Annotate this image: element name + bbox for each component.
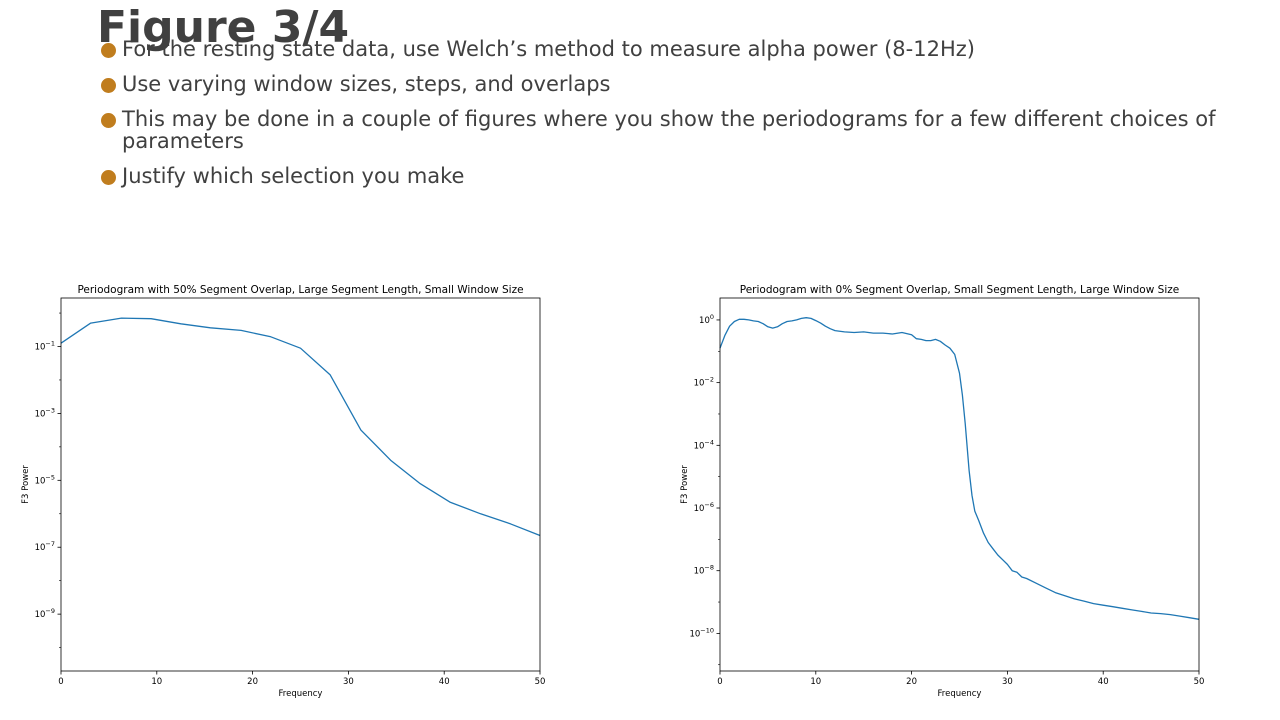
bullet-dot-icon xyxy=(101,170,116,185)
bullet-item: Justify which selection you make xyxy=(100,165,1220,187)
x-tick-label: 40 xyxy=(439,677,450,687)
x-tick-label: 10 xyxy=(810,677,821,687)
bullet-item: Use varying window sizes, steps, and ove… xyxy=(100,73,1220,95)
y-tick-label: 10−2 xyxy=(694,376,714,389)
bullet-dot-icon xyxy=(101,43,116,58)
bullet-text: Justify which selection you make xyxy=(122,164,465,188)
x-tick-label: 40 xyxy=(1098,677,1109,687)
bullet-text: This may be done in a couple of figures … xyxy=(122,107,1216,153)
x-tick-label: 20 xyxy=(906,677,917,687)
series-line xyxy=(719,317,1200,620)
y-tick-label: 10−7 xyxy=(35,540,55,553)
y-tick-label: 10−8 xyxy=(694,564,714,577)
bullet-item: This may be done in a couple of figures … xyxy=(100,108,1220,152)
y-tick-label: 10−1 xyxy=(35,340,55,353)
bullet-dot-icon xyxy=(101,78,116,93)
chart-title: Periodogram with 50% Segment Overlap, La… xyxy=(77,284,523,296)
y-tick-label: 10−9 xyxy=(35,607,55,620)
x-tick-label: 30 xyxy=(343,677,354,687)
y-tick-label: 10−3 xyxy=(35,406,55,419)
x-tick-label: 20 xyxy=(247,677,258,687)
bullet-list: For the resting state data, use Welch’s … xyxy=(100,38,1220,200)
plot-frame xyxy=(60,297,541,672)
y-tick-label: 10−4 xyxy=(694,438,714,451)
x-tick-label: 30 xyxy=(1002,677,1013,687)
bullet-item: For the resting state data, use Welch’s … xyxy=(100,38,1220,60)
x-tick-label: 0 xyxy=(717,677,722,687)
y-axis-label: F3 Power xyxy=(680,465,690,504)
series-line xyxy=(60,317,541,537)
slide-title: Figure 3/4 xyxy=(97,2,350,53)
bullet-text: For the resting state data, use Welch’s … xyxy=(122,37,975,61)
bullet-text: Use varying window sizes, steps, and ove… xyxy=(122,72,611,96)
y-tick-label: 100 xyxy=(699,313,714,326)
x-tick-label: 50 xyxy=(535,677,546,687)
y-tick-label: 10−10 xyxy=(689,626,714,639)
chart-1: Periodogram with 50% Segment Overlap, La… xyxy=(21,284,545,699)
y-tick-label: 10−5 xyxy=(35,473,55,486)
y-tick-label: 10−6 xyxy=(694,501,714,514)
y-axis-label: F3 Power xyxy=(21,465,31,504)
plot-frame xyxy=(719,297,1200,672)
bullet-dot-icon xyxy=(101,113,116,128)
x-axis-label: Frequency xyxy=(279,689,323,699)
x-tick-label: 0 xyxy=(58,677,63,687)
x-tick-label: 50 xyxy=(1194,677,1205,687)
x-tick-label: 10 xyxy=(151,677,162,687)
chart-title: Periodogram with 0% Segment Overlap, Sma… xyxy=(740,284,1179,296)
chart-2: Periodogram with 0% Segment Overlap, Sma… xyxy=(680,284,1204,699)
x-axis-label: Frequency xyxy=(938,689,982,699)
